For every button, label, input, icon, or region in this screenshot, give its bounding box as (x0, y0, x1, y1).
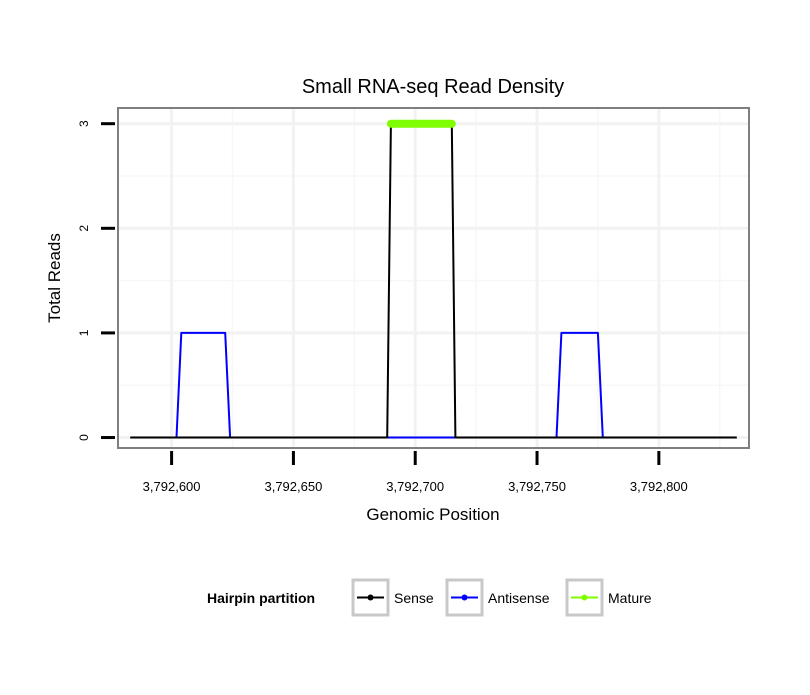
x-tick-label: 3,792,650 (264, 479, 322, 494)
legend-key-point (367, 594, 374, 601)
chart-title: Small RNA-seq Read Density (302, 76, 564, 98)
y-tick-label: 1 (77, 329, 91, 336)
series-group (130, 119, 737, 439)
y-axis: 0 1 2 3 (77, 120, 115, 441)
legend-label: Antisense (488, 590, 550, 606)
x-tick-label: 3,792,800 (630, 479, 688, 494)
legend-key-point (461, 594, 468, 601)
plot-border (117, 107, 750, 449)
y-tick-label: 3 (77, 120, 91, 127)
legend: Sense Antisense Mature (351, 578, 652, 617)
legend-title: Hairpin partition (207, 590, 315, 606)
y-axis-label: Total Reads (45, 233, 64, 323)
legend-label: Mature (608, 590, 652, 606)
y-tick-label: 2 (77, 225, 91, 232)
x-axis: 3,792,600 3,792,650 3,792,700 3,792,750 3,79… (143, 451, 688, 494)
y-tick-label: 0 (77, 434, 91, 441)
plot-panel (118, 108, 749, 448)
x-tick-label: 3,792,700 (386, 479, 444, 494)
legend-label: Sense (394, 590, 434, 606)
x-axis-label: Genomic Position (366, 505, 499, 524)
x-tick-label: 3,792,750 (508, 479, 566, 494)
x-tick-label: 3,792,600 (143, 479, 201, 494)
series-line-antisense (175, 331, 604, 439)
legend-key-point (581, 594, 588, 601)
